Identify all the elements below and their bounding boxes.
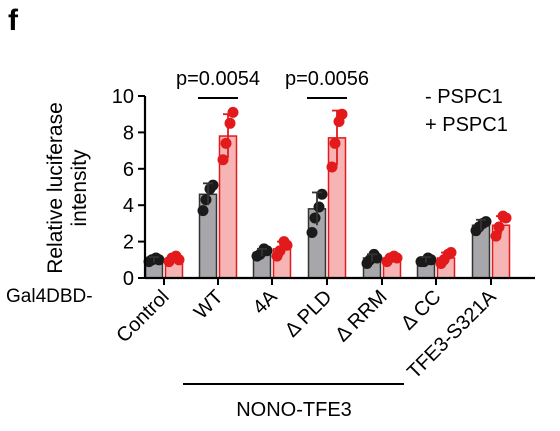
data-point-minus-1-3 — [207, 179, 219, 191]
data-point-plus-1-3 — [227, 106, 239, 118]
data-point-plus-6-3 — [500, 212, 512, 224]
y-tick-label-3: 6 — [123, 159, 134, 181]
group-bracket-label: NONO-TFE3 — [236, 399, 352, 421]
data-point-plus-1-0 — [217, 154, 229, 166]
data-point-minus-3-3 — [316, 188, 328, 200]
x-tick-label-3: Δ PLD — [281, 286, 337, 342]
data-point-plus-6-0 — [490, 230, 502, 242]
y-tick-label-5: 10 — [112, 86, 134, 108]
p-value-label-1: p=0.0056 — [285, 68, 369, 90]
data-point-plus-6-1 — [493, 221, 505, 233]
data-point-plus-3-1 — [329, 137, 341, 149]
data-point-minus-1-0 — [197, 205, 209, 217]
x-tick-label-5: Δ CC — [397, 286, 446, 335]
x-tick-label-0: Control — [112, 286, 173, 347]
y-axis-title-line1: Relative luciferase — [44, 102, 67, 274]
y-tick-label-0: 0 — [123, 268, 134, 290]
data-point-minus-5-3 — [425, 254, 437, 266]
data-point-minus-1-1 — [200, 194, 212, 206]
data-point-minus-2-3 — [261, 245, 273, 257]
x-tick-label-1: WT — [190, 286, 228, 324]
data-point-plus-1-2 — [224, 117, 236, 129]
y-tick-label-2: 4 — [123, 195, 134, 217]
x-tick-label-2: 4A — [249, 286, 282, 319]
data-point-plus-3-0 — [326, 161, 338, 173]
data-point-minus-3-1 — [309, 212, 321, 224]
data-point-minus-3-2 — [313, 201, 325, 213]
data-point-plus-1-1 — [220, 137, 232, 149]
legend-entry-plus-pspc1: + PSPC1 — [425, 114, 508, 136]
p-value-label-0: p=0.0054 — [176, 68, 260, 90]
y-axis-title-line2: intensity — [68, 149, 91, 227]
data-point-plus-0-3 — [173, 254, 185, 266]
y-tick-label-4: 8 — [123, 122, 134, 144]
y-tick-label-1: 2 — [123, 232, 134, 254]
legend-entry-minus-pspc1: - PSPC1 — [425, 86, 503, 108]
x-tick-label-4: Δ RRM — [331, 286, 391, 346]
data-point-minus-6-3 — [480, 216, 492, 228]
x-axis-prefix: Gal4DBD- — [6, 286, 93, 307]
data-point-minus-0-3 — [153, 254, 165, 266]
data-point-minus-3-0 — [306, 227, 318, 238]
panel-letter: f — [8, 4, 19, 37]
